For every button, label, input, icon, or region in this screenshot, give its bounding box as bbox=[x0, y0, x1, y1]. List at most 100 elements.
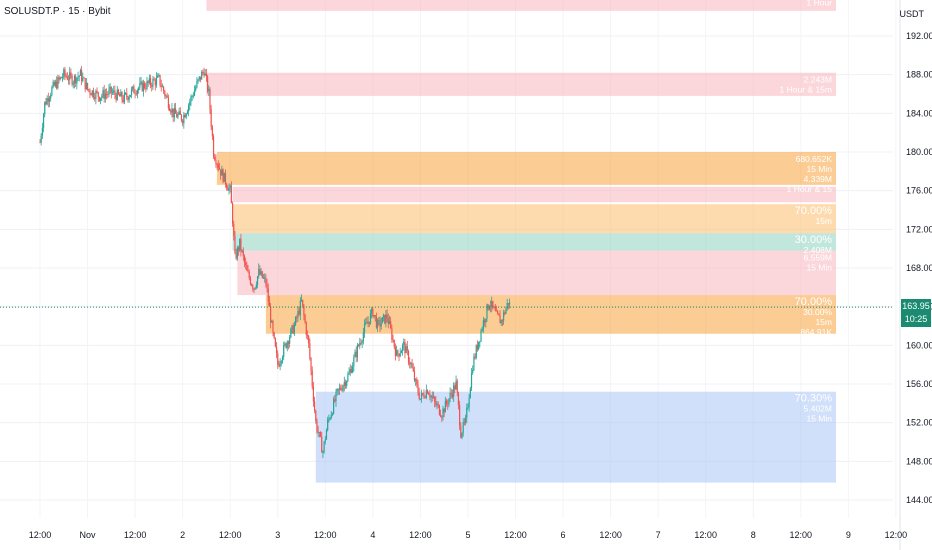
candle-body bbox=[391, 328, 393, 340]
candle-body bbox=[249, 278, 252, 285]
x-tick-label: 7 bbox=[656, 530, 661, 540]
candle-body bbox=[191, 96, 193, 97]
x-tick-label: Nov bbox=[80, 530, 97, 540]
candle-body bbox=[479, 341, 481, 342]
candle-body bbox=[278, 364, 280, 367]
candle-body bbox=[362, 332, 364, 342]
candle-body bbox=[340, 387, 342, 390]
candle-body bbox=[331, 413, 334, 415]
symbol-title[interactable]: SOLUSDT.P · 15 · Bybit bbox=[4, 6, 111, 17]
candle-body bbox=[335, 391, 337, 402]
candle-body bbox=[318, 432, 320, 433]
candle-body bbox=[250, 284, 253, 286]
candle-body bbox=[70, 72, 72, 76]
y-tick-label: 188.00 bbox=[906, 70, 932, 80]
candle-body bbox=[273, 332, 275, 339]
candle-body bbox=[133, 86, 135, 94]
candle-body bbox=[237, 247, 240, 251]
zone-label: 70.30% bbox=[795, 393, 833, 405]
candle-body bbox=[434, 397, 436, 402]
candle-body bbox=[203, 72, 205, 76]
candle-body bbox=[310, 358, 312, 371]
candle-body bbox=[127, 96, 129, 100]
candle-body bbox=[344, 381, 347, 386]
zone-label: 680.652K bbox=[796, 154, 833, 164]
zone-label: 70.00% bbox=[795, 205, 833, 217]
candle-body bbox=[134, 93, 136, 95]
candle-body bbox=[164, 91, 166, 96]
candle-body bbox=[222, 169, 224, 182]
candle-body bbox=[480, 330, 482, 342]
candle-body bbox=[411, 363, 413, 368]
candle-body bbox=[328, 418, 330, 420]
volume-zones bbox=[206, 0, 837, 483]
candle-body bbox=[423, 394, 425, 398]
candle-body bbox=[316, 421, 318, 432]
candle-body bbox=[233, 223, 235, 237]
candle-body bbox=[280, 361, 282, 363]
candle-body bbox=[497, 310, 499, 314]
candle-body bbox=[437, 404, 439, 406]
candle-body bbox=[284, 343, 286, 345]
candle-body bbox=[166, 95, 168, 98]
candle-body bbox=[293, 325, 295, 334]
candle-body bbox=[363, 324, 366, 333]
candle-body bbox=[468, 398, 470, 407]
candle-body bbox=[398, 353, 400, 357]
candle-body bbox=[227, 187, 229, 191]
candle-body bbox=[478, 341, 480, 350]
candle-body bbox=[265, 277, 267, 285]
candle-body bbox=[270, 306, 272, 323]
zone-label: 15m bbox=[815, 216, 832, 226]
candle-body bbox=[390, 321, 392, 329]
candle-body bbox=[98, 96, 101, 101]
candle-body bbox=[385, 314, 387, 324]
candle-body bbox=[387, 318, 389, 324]
candle-body bbox=[491, 301, 493, 307]
zone-label: 1 Hour & 15 bbox=[787, 184, 833, 194]
candle-body bbox=[334, 399, 336, 402]
candle-body bbox=[450, 392, 452, 394]
candle-body bbox=[435, 401, 437, 406]
x-tick-label: 12:00 bbox=[504, 530, 527, 540]
candle-body bbox=[292, 325, 294, 334]
x-tick-label: 12:00 bbox=[124, 530, 147, 540]
y-tick-label: 160.00 bbox=[906, 340, 932, 350]
candle-body bbox=[442, 408, 444, 418]
candlesticks bbox=[39, 65, 511, 458]
candle-body bbox=[373, 315, 375, 317]
candle-body bbox=[508, 302, 511, 305]
candle-body bbox=[67, 79, 70, 81]
price-axis[interactable]: 192.00 188.00 184.00 180.00 176.00 172.00 168.… bbox=[906, 31, 932, 505]
candle-body bbox=[56, 81, 58, 89]
candle-body bbox=[141, 81, 143, 92]
time-axis[interactable]: 12:00 Nov 12:00 2 12:00 3 12:00 4 12:00 5 12:00 6 12… bbox=[29, 530, 907, 540]
candle-body bbox=[60, 77, 62, 79]
candle-body bbox=[101, 95, 103, 98]
candle-body bbox=[58, 77, 60, 80]
candle-body bbox=[165, 95, 167, 97]
candle-body bbox=[216, 164, 218, 166]
candle-body bbox=[469, 388, 471, 399]
candle-body bbox=[255, 284, 257, 288]
candle-body bbox=[69, 72, 71, 80]
candle-body bbox=[475, 345, 477, 358]
candle-body bbox=[474, 356, 476, 358]
candle-body bbox=[209, 89, 211, 110]
y-tick-label: 180.00 bbox=[906, 147, 932, 157]
zone-label: 2.243M bbox=[804, 75, 832, 85]
candle-body bbox=[440, 414, 442, 417]
candle-body bbox=[298, 310, 300, 315]
candle-body bbox=[78, 75, 80, 77]
candle-body bbox=[367, 321, 369, 324]
candle-body bbox=[394, 346, 397, 356]
candle-body bbox=[337, 388, 339, 390]
candle-body bbox=[361, 341, 363, 344]
candle-body bbox=[57, 77, 59, 89]
candle-body bbox=[208, 89, 210, 92]
candle-body bbox=[142, 83, 145, 92]
candle-body bbox=[266, 284, 268, 289]
candle-body bbox=[223, 172, 225, 182]
